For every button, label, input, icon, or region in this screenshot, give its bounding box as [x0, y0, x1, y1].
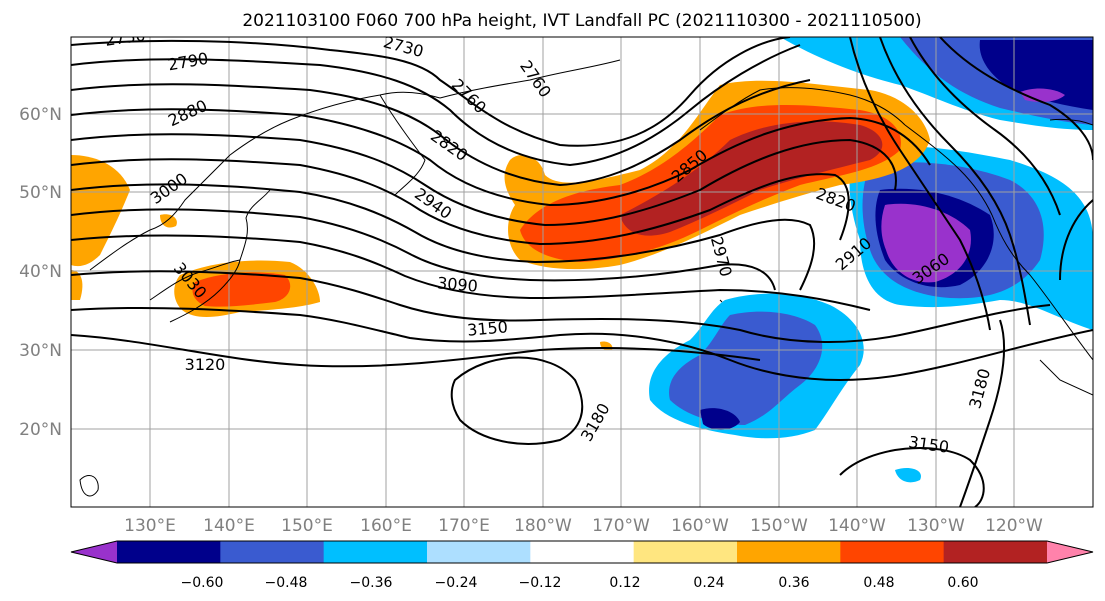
- colorbar-segment: [840, 541, 945, 563]
- colorbar-tick-label: −0.60: [181, 575, 224, 591]
- lat-label-20n: 20°N: [19, 420, 62, 440]
- lon-label-150w: 150°W: [750, 516, 808, 536]
- colorbar-segment: [427, 541, 531, 563]
- colorbar-tick-label: 0.48: [863, 575, 894, 591]
- lon-label-120w: 120°W: [985, 516, 1043, 536]
- colorbar-segment: [323, 541, 428, 563]
- lon-label-160e: 160°E: [360, 516, 412, 536]
- lat-label-40n: 40°N: [19, 262, 62, 282]
- colorbar-outline: [70, 540, 1094, 564]
- colorbar-tick-label: −0.48: [265, 575, 308, 591]
- lon-label-170e: 170°E: [438, 516, 490, 536]
- lon-label-160w: 160°W: [671, 516, 729, 536]
- colorbar-tick-label: 0.12: [609, 575, 640, 591]
- contour-label-3150-mid: 3150: [466, 317, 508, 339]
- colorbar-tick-label: 0.60: [947, 575, 978, 591]
- lat-label-30n: 30°N: [19, 341, 62, 361]
- latitude-labels: 60°N 50°N 40°N 30°N 20°N: [19, 105, 62, 440]
- map-frame: [70, 36, 1094, 508]
- height-contours: [71, 37, 1093, 507]
- lat-label-50n: 50°N: [19, 183, 62, 203]
- graticule: [71, 37, 1093, 507]
- colorbar-tick-labels: −0.60 −0.48 −0.36 −0.24 −0.12 0.12 0.24 …: [181, 575, 979, 591]
- colorbar-segment: [530, 541, 635, 563]
- map-title: 2021103100 F060 700 hPa height, IVT Land…: [242, 11, 921, 31]
- colorbar-segment: [737, 541, 841, 563]
- lon-label-170w: 170°W: [592, 516, 650, 536]
- lon-label-140w: 140°W: [828, 516, 886, 536]
- colorbar-tick-label: 0.36: [778, 575, 809, 591]
- colorbar: [70, 540, 1094, 564]
- lon-label-150e: 150°E: [281, 516, 333, 536]
- contour-label-3120: 3120: [185, 355, 226, 374]
- colorbar-segment: [943, 541, 1048, 563]
- lat-label-60n: 60°N: [19, 105, 62, 125]
- colorbar-extend-high: [1047, 541, 1093, 563]
- colorbar-tick-label: −0.12: [519, 575, 562, 591]
- colorbar-tick-label: 0.24: [693, 575, 724, 591]
- lon-label-180w: 180°W: [514, 516, 572, 536]
- lon-label-140e: 140°E: [203, 516, 255, 536]
- lon-label-130e: 130°E: [124, 516, 176, 536]
- colorbar-extend-low: [71, 541, 117, 563]
- colorbar-tick-label: −0.24: [435, 575, 478, 591]
- contour-label-3090: 3090: [436, 273, 478, 295]
- lon-label-130w: 130°W: [907, 516, 965, 536]
- map-area: 2730 2790 2880 3000 3030 3120 3090 3150 …: [71, 37, 1093, 507]
- colorbar-segment: [220, 541, 325, 563]
- colorbar-tick-label: −0.36: [350, 575, 393, 591]
- longitude-labels: 130°E 140°E 150°E 160°E 170°E 180°W 170°…: [124, 516, 1043, 536]
- colorbar-segment: [633, 541, 738, 563]
- colorbar-segment: [117, 541, 221, 563]
